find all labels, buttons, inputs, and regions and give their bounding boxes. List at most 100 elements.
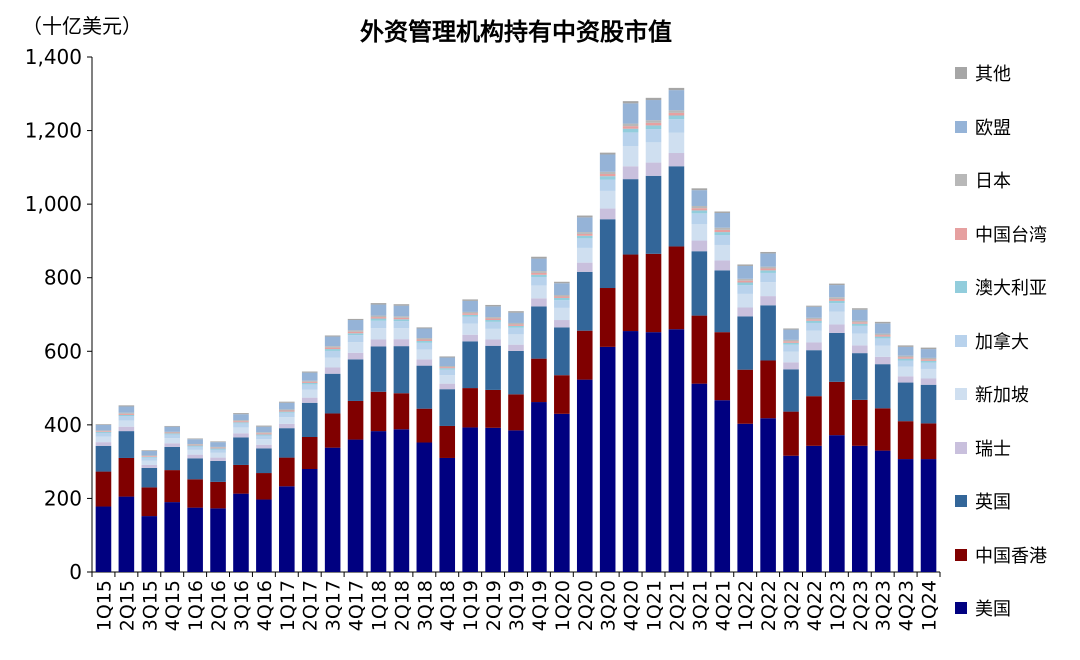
bar-segment	[462, 334, 478, 342]
bar-segment	[851, 399, 868, 446]
bar-segment	[576, 379, 593, 572]
bar-segment	[920, 378, 937, 385]
bar-segment	[439, 389, 456, 426]
bar-segment	[462, 388, 478, 428]
bar-segment	[622, 331, 639, 572]
bar-segment	[599, 219, 616, 289]
bar-segment	[829, 324, 845, 333]
bar-segment	[645, 129, 662, 143]
bar-segment	[279, 409, 295, 411]
bar-segment	[691, 210, 708, 214]
bar-segment	[416, 408, 433, 443]
bar-segment	[576, 330, 593, 380]
bar-segment	[508, 394, 524, 431]
bar-segment	[554, 295, 570, 297]
x-tick-label: 2Q21	[666, 580, 688, 631]
bar-segment	[691, 383, 708, 572]
bar-segment	[645, 100, 662, 121]
bar-segment	[714, 400, 731, 572]
bar-segment	[668, 115, 685, 120]
bar-segment	[301, 382, 318, 385]
bar-segment	[485, 389, 501, 428]
bar-segment	[416, 338, 433, 340]
bar-segment	[301, 380, 318, 382]
bar-segment	[531, 274, 547, 277]
bar-segment	[599, 173, 616, 177]
x-tick-label: 2Q18	[391, 580, 413, 631]
x-tick-label: 1Q24	[919, 580, 941, 631]
bar-segment	[760, 272, 776, 283]
bar-segment	[393, 328, 410, 340]
bar-segment	[737, 265, 753, 279]
bar-segment	[806, 322, 822, 331]
bar-segment	[783, 351, 799, 363]
bar-segment	[164, 425, 181, 427]
bar-segment	[347, 320, 364, 331]
bar-segment	[393, 319, 410, 322]
bar-segment	[416, 327, 433, 329]
bar-segment	[897, 382, 914, 422]
bar-segment	[187, 449, 203, 455]
bar-segment	[210, 460, 226, 482]
bar-segment	[531, 306, 547, 359]
bar-segment	[760, 266, 776, 269]
bar-segment	[622, 132, 639, 147]
bar-segment	[187, 439, 203, 444]
bar-segment	[760, 253, 776, 267]
bar-segment	[874, 408, 891, 451]
bar-segment	[783, 344, 799, 352]
bar-segment	[393, 305, 410, 317]
bar-segment	[301, 389, 318, 398]
bar-segment	[439, 368, 456, 370]
x-tick-label: 4Q16	[254, 580, 276, 631]
bar-segment	[645, 120, 662, 123]
bar-segment	[576, 262, 593, 272]
bar-segment	[531, 258, 547, 272]
bar-segment	[714, 270, 731, 333]
y-tick-label: 400	[44, 413, 82, 437]
bar-segment	[347, 330, 364, 332]
bar-segment	[691, 205, 708, 209]
x-tick-label: 3Q18	[414, 580, 436, 631]
bar-segment	[347, 439, 364, 572]
legend-item: 美国	[955, 595, 1011, 621]
legend-item: 日本	[955, 167, 1011, 193]
x-tick-label: 1Q21	[644, 580, 666, 631]
bar-segment	[806, 306, 822, 318]
bar-segment	[370, 328, 387, 340]
legend-label: 美国	[975, 599, 1011, 620]
bar-segment	[164, 426, 181, 432]
bar-segment	[806, 342, 822, 351]
bar-segment	[210, 441, 226, 443]
bar-segment	[691, 240, 708, 252]
bar-segment	[141, 457, 158, 461]
bar-segment	[439, 356, 456, 358]
legend-swatch	[955, 602, 967, 614]
bar-segment	[622, 123, 639, 127]
bar-segment	[118, 416, 135, 421]
legend-swatch	[955, 227, 967, 240]
bar-segment	[760, 305, 776, 361]
bar-segment	[874, 336, 891, 339]
bar-segment	[622, 103, 639, 124]
bar-segment	[737, 316, 753, 370]
bar-segment	[95, 442, 112, 446]
legend-item: 新加坡	[955, 381, 1029, 407]
bar-segment	[874, 364, 891, 409]
bar-segment	[118, 405, 135, 407]
bar-segment	[301, 469, 318, 572]
bar-segment	[462, 341, 478, 389]
bar-segment	[279, 417, 295, 424]
bar-segment	[829, 283, 845, 286]
bar-segment	[301, 371, 318, 373]
x-tick-label: 2Q20	[575, 580, 597, 631]
bar-segment	[668, 112, 685, 116]
bar-segment	[576, 232, 593, 234]
x-tick-label: 3Q15	[139, 580, 161, 631]
bar-segment	[256, 439, 272, 445]
bar-segment	[439, 367, 456, 369]
legend-swatch	[955, 281, 967, 293]
x-tick-label: 1Q19	[460, 580, 482, 631]
legend-swatch	[955, 388, 967, 400]
